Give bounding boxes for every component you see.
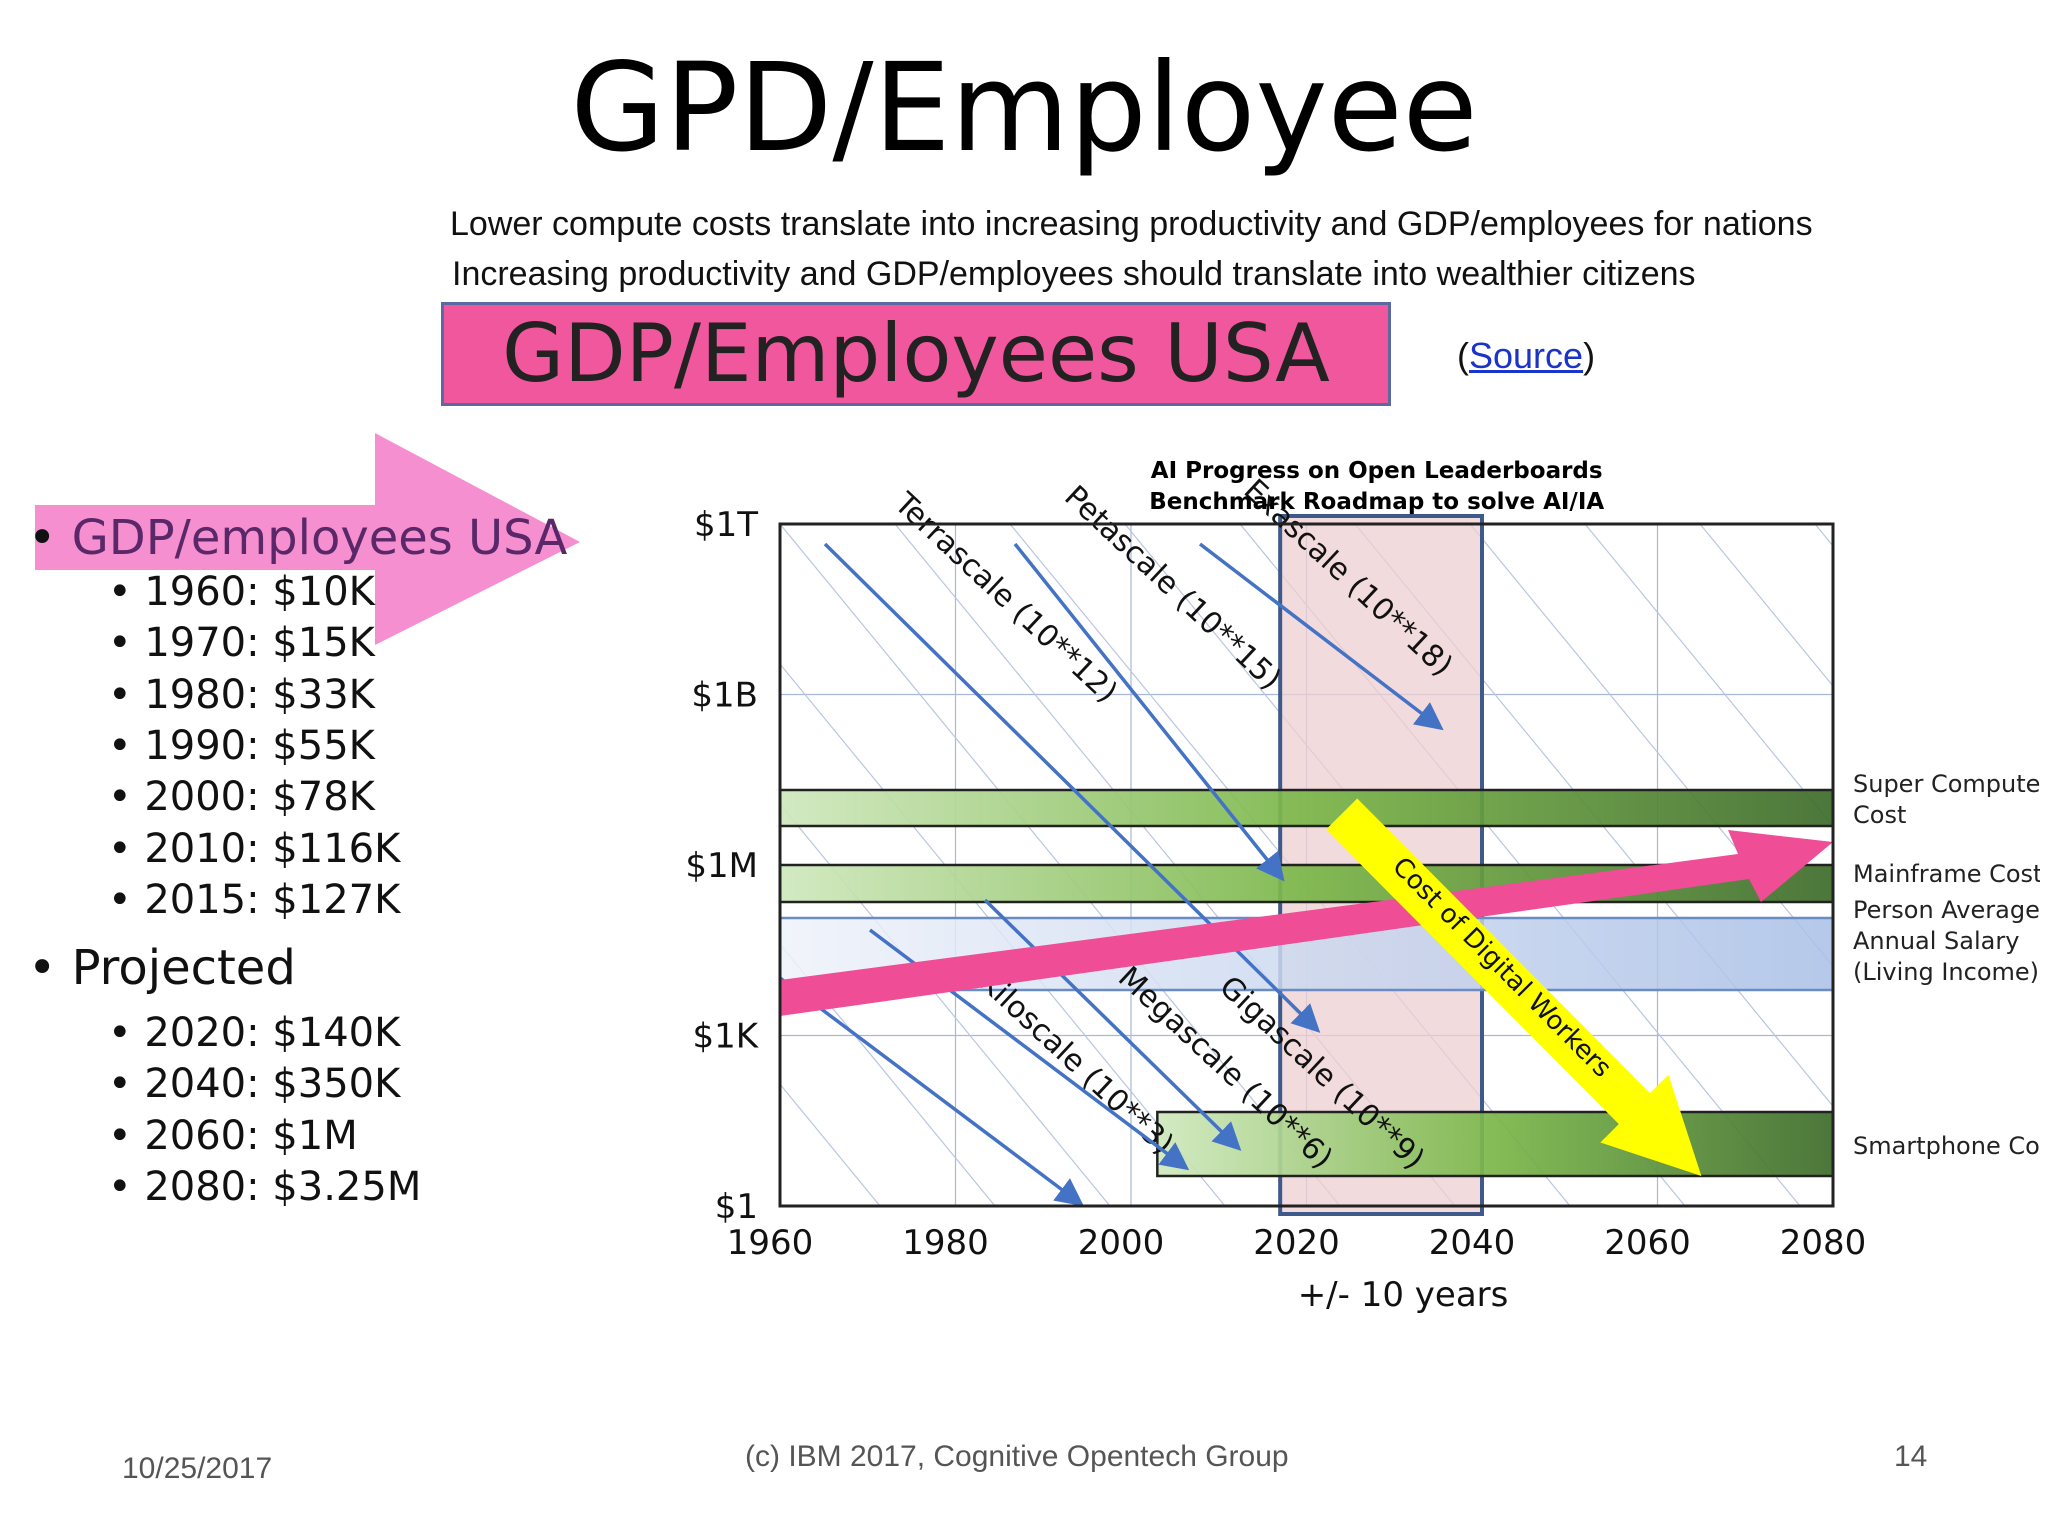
- roadmap-chart: Kiloscale (10**3)Megascale (10**6)Gigasc…: [640, 458, 2040, 1315]
- cost-band: [778, 788, 1835, 828]
- cost-band-label: Person Average Annual Salary (Living Incom…: [1853, 896, 2040, 986]
- bullet-main: • GDP/employees USA: [28, 510, 567, 566]
- list-item: • 1970: $15K: [108, 620, 375, 666]
- source-link[interactable]: Source: [1469, 335, 1584, 376]
- list-item: • 2080: $3.25M: [108, 1164, 422, 1210]
- list-item: • 1960: $10K: [108, 569, 375, 615]
- source-close-paren: ): [1583, 335, 1596, 376]
- y-tick-label: $1K: [692, 1017, 759, 1057]
- y-tick-label: $1: [715, 1187, 758, 1227]
- y-tick-label: $1B: [691, 676, 758, 716]
- plot-frame: [778, 522, 1835, 1208]
- list-item: • 1990: $55K: [108, 723, 375, 769]
- pink-arrow-icon: [35, 433, 580, 645]
- scale-line: [983, 898, 1242, 1151]
- diag-guide: [780, 943, 996, 1206]
- source-reference: (Source): [1457, 335, 1595, 377]
- x-tick-label: 1960: [727, 1223, 814, 1263]
- scale-line: [1198, 542, 1444, 731]
- bullet-dot-icon: •: [28, 510, 72, 566]
- list-item: • 2040: $350K: [108, 1061, 401, 1107]
- footer-date: 10/25/2017: [122, 1452, 273, 1485]
- cost-band-label: Smartphone Cost: [1853, 1132, 2040, 1160]
- diag-guide: [780, 1083, 881, 1206]
- cost-band-label: Super Computer Cost: [1853, 770, 2040, 829]
- list-item: • 2060: $1M: [108, 1113, 358, 1159]
- list-item: • 2000: $78K: [108, 774, 375, 820]
- y-tick-label: $1M: [685, 846, 758, 886]
- chart-title-line: AI Progress on Open Leaderboards: [1151, 458, 1603, 484]
- footer-copyright: (c) IBM 2017, Cognitive Opentech Group: [745, 1440, 1289, 1473]
- scale-line: [1013, 542, 1285, 882]
- list-item: • 2020: $140K: [108, 1010, 401, 1056]
- digital-workers-arrow: [1325, 798, 1702, 1176]
- y-tick-label: $1T: [694, 505, 758, 545]
- gdp-banner: GDP/Employees USA: [441, 302, 1391, 406]
- page-number: 14: [1894, 1440, 1928, 1473]
- cost-band: [1156, 1110, 1835, 1178]
- list-item: • 2015: $127K: [108, 877, 401, 923]
- x-tick-label: 2040: [1429, 1223, 1516, 1263]
- x-tick-label: 2020: [1253, 1223, 1340, 1263]
- list-item: • 2010: $116K: [108, 826, 401, 872]
- x-tick-label: 2000: [1078, 1223, 1165, 1263]
- slide-title: GPD/Employee: [570, 37, 1478, 179]
- subtitle-line-1: Lower compute costs translate into incre…: [450, 205, 1813, 243]
- bullet-projected: • Projected: [28, 940, 296, 996]
- diag-guide: [640, 524, 650, 1206]
- scale-line: [778, 976, 1084, 1207]
- diag-guide: [1699, 524, 1833, 687]
- gdp-trend-arrow: [780, 830, 1833, 1016]
- cost-band-label: Mainframe Cost: [1853, 860, 2040, 888]
- list-item: • 1980: $33K: [108, 672, 375, 718]
- diag-guide: [1584, 524, 1833, 827]
- subtitle-line-2: Increasing productivity and GDP/employee…: [452, 255, 1696, 293]
- x-tick-label: 1980: [902, 1223, 989, 1263]
- chart-title-line: Benchmark Roadmap to solve AI/IA: [1149, 489, 1604, 515]
- x-tick-label: 2060: [1604, 1223, 1691, 1263]
- bullet-main-text: GDP/employees USA: [71, 510, 568, 566]
- source-open-paren: (: [1457, 335, 1469, 376]
- x-axis-label: +/- 10 years: [1298, 1275, 1509, 1315]
- x-tick-label: 2080: [1780, 1223, 1867, 1263]
